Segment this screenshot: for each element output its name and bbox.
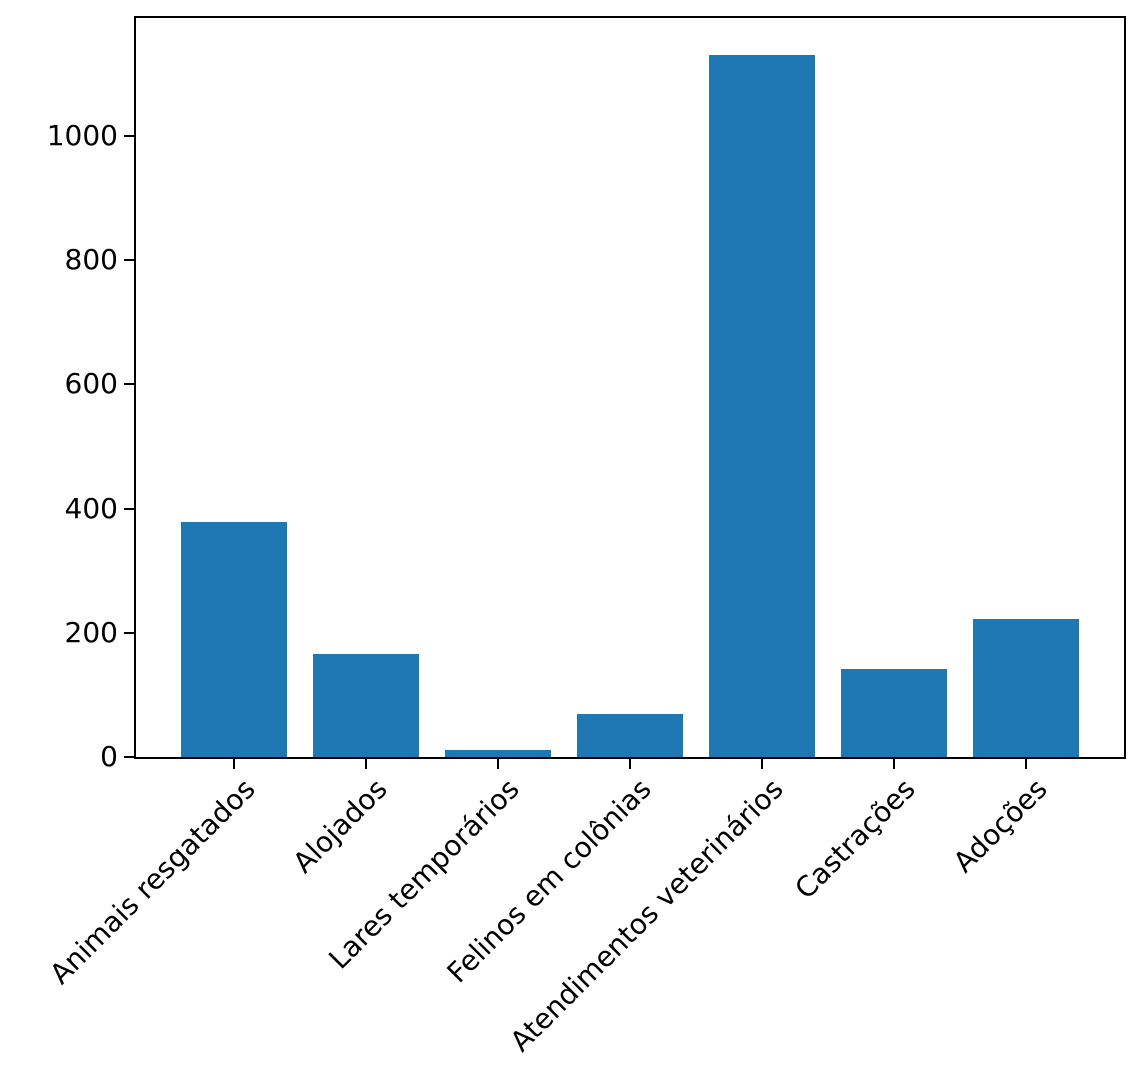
- y-tick-label: 600: [64, 367, 118, 401]
- y-tick-mark: [124, 134, 134, 137]
- y-tick-mark: [124, 756, 134, 758]
- plot-area: [134, 16, 1126, 759]
- bar-ado-es: [973, 619, 1080, 757]
- y-tick-mark: [124, 507, 134, 510]
- y-tick-label: 400: [64, 491, 118, 525]
- x-tick-mark: [496, 759, 499, 769]
- bar-animais-resgatados: [180, 522, 287, 757]
- x-tick-mark: [364, 759, 367, 769]
- y-tick-mark: [124, 259, 134, 262]
- y-tick-label: 800: [64, 243, 118, 277]
- bar-alojados: [312, 653, 419, 757]
- y-tick-label: 200: [64, 615, 118, 649]
- x-tick-mark: [893, 759, 896, 769]
- y-tick-mark: [124, 631, 134, 634]
- x-tick-mark: [1025, 759, 1028, 769]
- bar-lares-tempor-rios: [445, 749, 551, 757]
- bar-felinos-em-col-nias: [577, 714, 683, 757]
- x-tick-mark: [232, 759, 235, 769]
- y-tick-label: 0: [100, 740, 118, 773]
- y-tick-mark: [124, 383, 134, 386]
- bar-castra-es: [841, 669, 947, 757]
- bar-atendimentos-veterin-rios: [709, 55, 815, 757]
- x-tick-mark: [761, 759, 764, 769]
- x-tick-mark: [629, 759, 631, 769]
- y-tick-label: 1000: [46, 118, 118, 152]
